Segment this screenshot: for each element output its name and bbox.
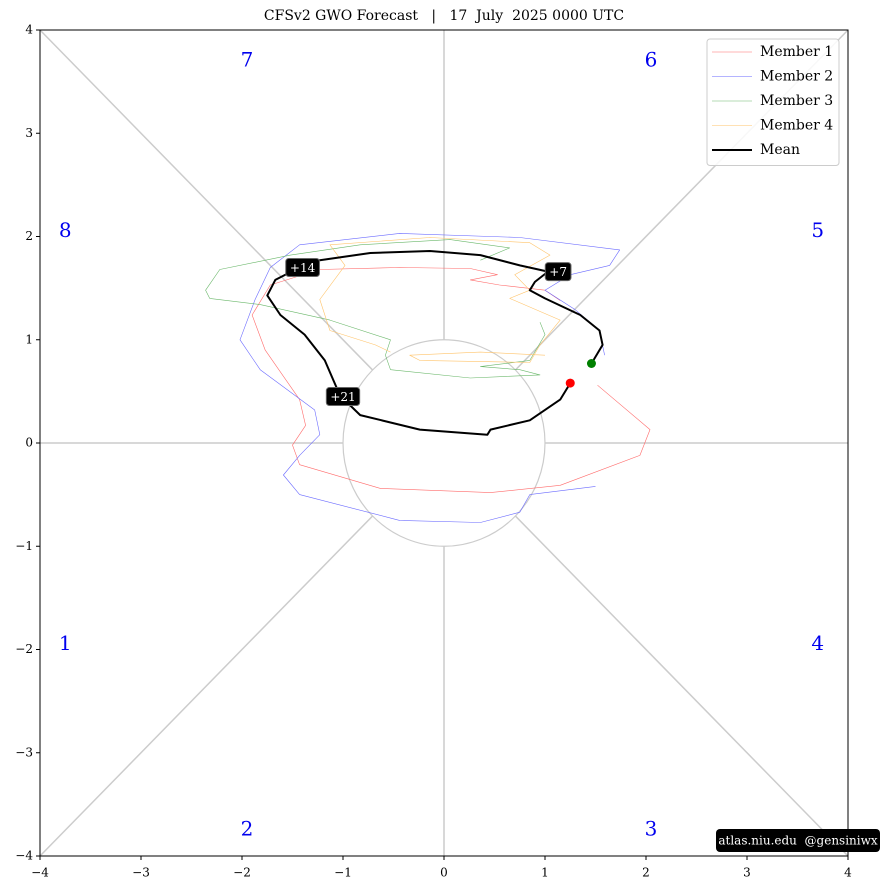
- phase-label: 3: [645, 817, 658, 841]
- legend-label: Member 3: [760, 93, 833, 109]
- phase-label: 4: [811, 631, 824, 655]
- x-tick-label: 0: [440, 866, 448, 880]
- y-tick-label: 4: [25, 23, 33, 37]
- legend: Member 1 Member 2 Member 3 Member 4 Mean: [706, 38, 840, 166]
- unit-circle: [342, 339, 546, 547]
- end-point: [565, 378, 575, 388]
- trajectory: [205, 239, 546, 379]
- trajectory: [251, 267, 651, 493]
- x-tick-label: −1: [334, 866, 352, 880]
- y-tick-label: 0: [25, 436, 33, 450]
- legend-label: Member 4: [760, 118, 833, 134]
- y-tick-label: −3: [15, 745, 33, 759]
- phase-label: 5: [811, 218, 824, 242]
- x-tick-label: 1: [541, 866, 549, 880]
- phase-label: 8: [59, 218, 72, 242]
- trajectory: [319, 237, 561, 363]
- y-tick-label: 1: [25, 332, 33, 346]
- legend-box: [706, 38, 840, 166]
- legend-label: Member 1: [760, 44, 833, 60]
- phase-label: 6: [645, 47, 658, 71]
- y-tick-label: −4: [15, 849, 33, 863]
- phase-label: 7: [241, 47, 254, 71]
- legend-label: Member 2: [760, 69, 833, 85]
- day-marker: +7: [544, 262, 572, 282]
- day-box: [285, 257, 320, 277]
- day-box: [544, 262, 572, 282]
- phase-label: 2: [241, 817, 254, 841]
- phase-label: 1: [59, 631, 72, 655]
- day-label: +14: [290, 261, 316, 275]
- watermark-box: [716, 829, 880, 852]
- day-marker: +14: [285, 257, 320, 277]
- x-tick-label: 4: [844, 866, 852, 880]
- y-tick-label: 2: [25, 229, 33, 243]
- y-tick-label: −2: [15, 642, 33, 656]
- x-tick-label: 3: [743, 866, 751, 880]
- legend-label: Mean: [760, 142, 800, 158]
- x-tick-label: −4: [31, 866, 49, 880]
- x-tick-label: −3: [132, 866, 150, 880]
- day-marker: +21: [325, 387, 361, 407]
- day-label: +21: [330, 390, 355, 404]
- start-point: [586, 358, 596, 368]
- y-tick-label: 3: [25, 126, 33, 140]
- x-tick-label: 2: [642, 866, 650, 880]
- y-tick-label: −1: [15, 539, 33, 553]
- day-label: +7: [549, 265, 567, 279]
- watermark: atlas.niu.edu @gensiniwx: [718, 834, 878, 848]
- chart-title: CFSv2 GWO Forecast | 17 July 2025 0000 U…: [264, 8, 624, 24]
- x-tick-label: −2: [233, 866, 251, 880]
- day-box: [325, 387, 361, 407]
